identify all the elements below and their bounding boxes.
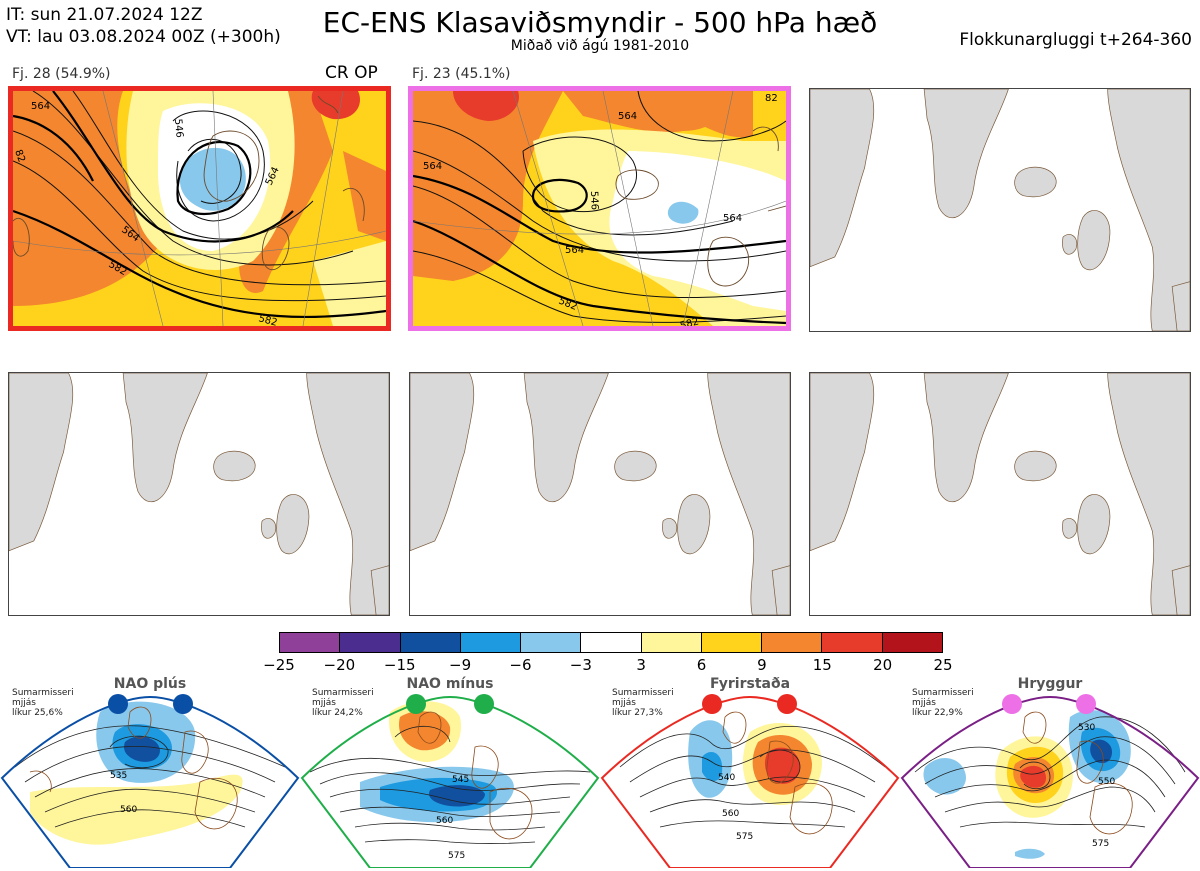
colorbar-swatch [822,633,883,652]
cluster-1-contour-label: 582 [257,313,278,326]
regime-contour-label: 575 [448,851,465,861]
regime-info: Sumarmisseri mjjás líkur 24,2% [312,688,374,718]
colorbar-tick-label: −6 [509,656,532,674]
regime-contour-label: 530 [1078,723,1095,733]
colorbar-swatch [762,633,823,652]
regime-info-line: líkur 22,9% [912,708,963,718]
cluster-1-label: Fj. 28 (54.9%) [12,66,111,82]
regime-title: NAO mínus [406,676,494,692]
regime-contour-label: 560 [722,809,739,819]
page-subtitle: Miðað við ágú 1981-2010 [510,38,690,54]
colorbar-tick-label: 15 [812,656,832,674]
regime-contour-label: 550 [1098,777,1115,787]
colorbar-tick-label: 6 [696,656,707,674]
cluster-2-contour-label: 564 [723,213,742,224]
init-time: IT: sun 21.07.2024 12Z [6,5,203,25]
regime-info: Sumarmisseri mjjás líkur 22,9% [912,688,974,718]
cluster-1-tag: CR OP [325,63,378,83]
colorbar-swatch [882,633,942,652]
regime-info-line: Sumarmisseri [12,688,74,698]
page-title: EC-ENS Klasaviðsmyndir - 500 hPa hæð [322,6,878,39]
regime-contour-label: 560 [436,816,453,826]
regime-info: Sumarmisseri mjjás líkur 25,6% [12,688,74,718]
regime-contour-label: 575 [736,832,753,842]
regime-info-line: líkur 25,6% [12,708,63,718]
colorbar-tick-label: −9 [449,656,472,674]
regime-contour-label: 575 [1092,839,1109,849]
colorbar-swatch [641,633,702,652]
colorbar-swatch [400,633,461,652]
regime-info-line: mjjás [912,698,936,708]
regime-blocking: 540 560 575 Fyrirstaða Sumarmisseri mjjá… [600,672,900,868]
colorbar-swatch [340,633,401,652]
classification-window: Flokkunargluggi t+264-360 [959,30,1192,50]
colorbar-tick-label: −15 [383,656,416,674]
regime-title: Fyrirstaða [709,676,791,692]
colorbar-tick-label: −20 [323,656,356,674]
colorbar-tick-label: 3 [636,656,646,674]
regime-info-line: líkur 27,3% [612,708,663,718]
cluster-2-contour-label: 564 [423,161,442,172]
regime-info-line: mjjás [612,698,636,708]
empty-map-panel [809,372,1191,616]
colorbar-tick-label: −3 [569,656,592,674]
regime-contour-label: 540 [718,773,735,783]
cluster-2-label: Fj. 23 (45.1%) [412,66,511,82]
empty-map-panel [409,372,791,616]
header-times: IT: sun 21.07.2024 12Z VT: lau 03.08.202… [6,4,281,48]
colorbar-tick-label: 9 [757,656,767,674]
empty-map-panel [809,88,1191,332]
regime-info-line: mjjás [312,698,336,708]
regime-contour-label: 535 [110,771,127,781]
colorbar-swatch [460,633,522,652]
cluster-2-contour-label: 564 [618,111,637,122]
colorbar-tick-label: −25 [263,656,295,674]
cluster-2-contour-label: 582 [679,316,700,326]
regime-ridge: 530 550 575 Hryggur Sumarmisseri mjjás l… [900,672,1200,868]
regime-info-line: Sumarmisseri [612,688,674,698]
regime-nao-plus: 535 560 NAO plús Sumarmisseri mjjás líku… [0,672,300,868]
cluster-2-contour-label: 564 [565,245,584,256]
valid-time: VT: lau 03.08.2024 00Z (+300h) [6,27,281,47]
colorbar-swatch [581,633,642,652]
regime-info: Sumarmisseri mjjás líkur 27,3% [612,688,674,718]
colorbar-tick-label: 25 [933,656,953,674]
empty-map-panel [8,372,390,616]
regime-info-line: Sumarmisseri [312,688,374,698]
regime-info-line: mjjás [12,698,36,708]
colorbar [279,632,943,653]
cluster-1-contour-label: 82 [13,148,27,164]
cluster-1-contour-label: 546 [172,118,185,138]
cluster-2-contour-label: 546 [588,191,600,210]
cluster-2-map: 564 564 546 564 564 582 582 82 [408,86,791,331]
regime-nao-minus: 545 560 575 NAO mínus Sumarmisseri mjjás… [300,672,600,868]
colorbar-swatch [521,633,582,652]
regime-title: Hryggur [1017,676,1083,692]
colorbar-tick-label: 20 [873,656,893,674]
regime-contour-label: 545 [452,775,469,785]
cluster-1-contour-label: 564 [31,101,50,112]
regime-contour-label: 560 [120,805,137,815]
colorbar-swatch [701,633,763,652]
regime-info-line: líkur 24,2% [312,708,363,718]
regime-title: NAO plús [113,676,187,692]
cluster-1-map: 564 546 564 582 582 82 564 [8,86,391,331]
cluster-2-contour-label: 82 [765,93,778,104]
colorbar-swatch [280,633,341,652]
regime-info-line: Sumarmisseri [912,688,974,698]
